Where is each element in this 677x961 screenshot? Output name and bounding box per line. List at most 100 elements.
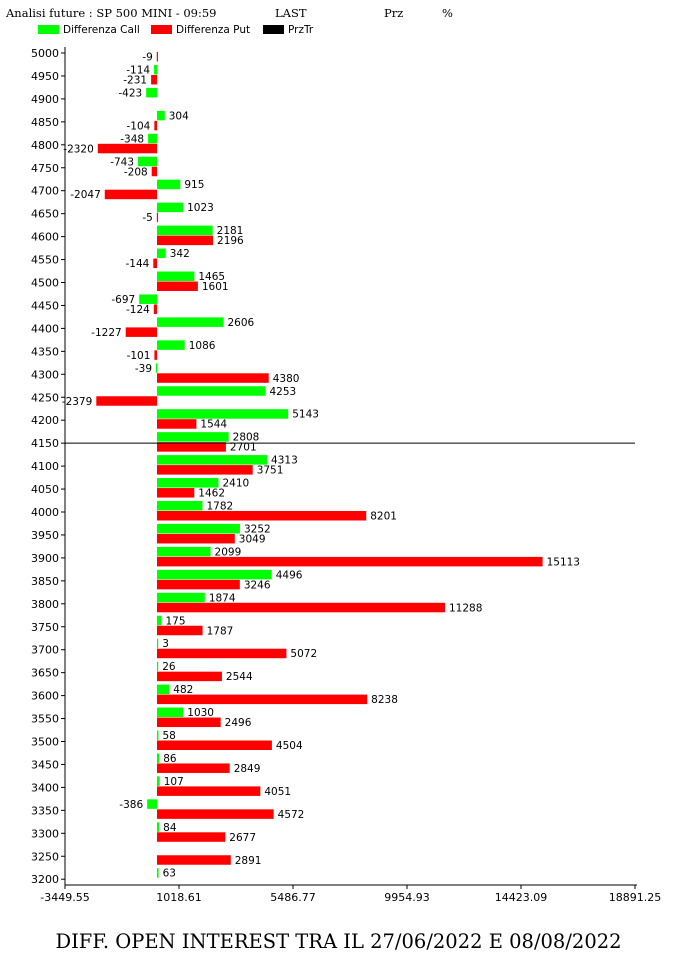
bar-call bbox=[146, 87, 157, 98]
bar-put bbox=[157, 556, 543, 567]
legend-label-put: Differenza Put bbox=[176, 24, 251, 36]
bar-put bbox=[157, 533, 235, 544]
data-label-call: 1782 bbox=[206, 501, 233, 513]
data-label-call: 482 bbox=[173, 684, 193, 696]
y-tick-label: 3850 bbox=[31, 575, 59, 588]
y-tick-label: 3450 bbox=[31, 758, 59, 771]
bar-put bbox=[154, 120, 157, 131]
data-label-put: 2891 bbox=[235, 855, 262, 867]
data-label-call: 1465 bbox=[198, 271, 225, 283]
data-label-call: -697 bbox=[111, 294, 135, 306]
bar-call bbox=[156, 363, 158, 373]
bar-call bbox=[147, 799, 157, 809]
bar-call bbox=[148, 133, 157, 144]
data-label-put: 2677 bbox=[229, 832, 256, 844]
data-label-put: 4051 bbox=[264, 786, 291, 798]
y-tick-label: 4100 bbox=[31, 460, 59, 473]
legend-label-call: Differenza Call bbox=[63, 24, 140, 36]
data-label-put: 4572 bbox=[278, 809, 305, 821]
data-label-call: 1874 bbox=[209, 592, 236, 604]
bar-call bbox=[139, 294, 157, 304]
bar-call bbox=[157, 225, 213, 236]
legend-swatch-przt bbox=[263, 25, 284, 34]
data-label-put: 2849 bbox=[234, 763, 261, 775]
bar-put bbox=[157, 281, 198, 291]
legend-item-przt: PrzTr bbox=[263, 24, 313, 36]
bar-call bbox=[157, 317, 224, 327]
bar-put bbox=[157, 832, 226, 842]
bar-put bbox=[157, 488, 195, 498]
data-label-put: 1787 bbox=[207, 625, 234, 637]
data-label-put: -2320 bbox=[63, 143, 94, 155]
bar-call bbox=[157, 546, 211, 557]
data-label-call: 2410 bbox=[222, 478, 249, 490]
bar-put bbox=[157, 763, 230, 773]
y-tick-label: 3800 bbox=[31, 598, 59, 611]
y-tick-label: 4050 bbox=[31, 483, 59, 496]
y-tick-label: 3950 bbox=[31, 529, 59, 542]
bar-put bbox=[157, 694, 368, 705]
data-label-put: 2196 bbox=[217, 235, 244, 247]
y-tick-label: 4750 bbox=[31, 162, 59, 175]
data-label-put: -1227 bbox=[91, 327, 122, 339]
data-label-put: 2496 bbox=[225, 717, 252, 729]
x-tick-label: 9954.93 bbox=[384, 891, 430, 904]
y-tick-label: 4850 bbox=[31, 116, 59, 129]
x-tick-label: 5486.77 bbox=[270, 891, 316, 904]
bar-put bbox=[157, 373, 269, 383]
data-label-put: 1544 bbox=[200, 419, 227, 431]
data-label-call: 4496 bbox=[276, 569, 303, 581]
x-tick-label: 1018.61 bbox=[156, 891, 202, 904]
data-label-put: 1462 bbox=[198, 488, 225, 500]
y-tick-label: 4900 bbox=[31, 93, 59, 106]
data-label-call: 63 bbox=[163, 868, 176, 880]
bar-call bbox=[157, 386, 266, 396]
data-label-call: 2099 bbox=[215, 546, 242, 558]
bar-put bbox=[157, 511, 367, 521]
data-label-call: 86 bbox=[163, 753, 177, 765]
y-tick-label: 3500 bbox=[31, 736, 59, 749]
y-tick-label: 3400 bbox=[31, 781, 59, 794]
bar-call bbox=[157, 730, 159, 740]
bar-call bbox=[157, 340, 185, 350]
data-label-call: -423 bbox=[118, 87, 142, 99]
bar-call bbox=[157, 707, 184, 718]
data-label-put: 3751 bbox=[257, 465, 284, 477]
data-label-put: -2379 bbox=[62, 396, 93, 408]
bar-call bbox=[157, 822, 160, 832]
data-label-put: -9 bbox=[142, 52, 152, 64]
legend-item-put: Differenza Put bbox=[151, 24, 250, 36]
data-label-call: -386 bbox=[119, 799, 143, 811]
bar-call bbox=[157, 409, 289, 419]
data-label-call: 58 bbox=[162, 730, 175, 742]
legend-swatch-call bbox=[38, 25, 59, 34]
data-label-put: 5072 bbox=[290, 648, 317, 660]
data-label-put: -5 bbox=[142, 212, 152, 224]
bar-call bbox=[154, 64, 157, 75]
bar-call bbox=[157, 202, 184, 213]
bar-put bbox=[96, 396, 157, 406]
y-tick-label: 4550 bbox=[31, 254, 59, 267]
data-label-call: 3252 bbox=[244, 523, 271, 535]
data-label-call: 4253 bbox=[270, 386, 297, 398]
data-label-call: 84 bbox=[163, 822, 177, 834]
data-label-call: -743 bbox=[110, 156, 134, 168]
bar-put bbox=[156, 212, 159, 223]
data-label-call: -348 bbox=[120, 133, 144, 145]
bar-put bbox=[153, 258, 157, 269]
bar-put bbox=[157, 740, 272, 750]
data-label-call: 5143 bbox=[292, 409, 319, 421]
bar-put bbox=[151, 166, 157, 177]
bar-call bbox=[157, 684, 170, 695]
y-tick-label: 4200 bbox=[31, 414, 59, 427]
bar-call bbox=[157, 592, 205, 603]
y-tick-label: 4650 bbox=[31, 208, 59, 221]
y-tick-label: 4150 bbox=[31, 437, 59, 450]
data-label-put: 2701 bbox=[230, 442, 257, 454]
data-label-call: -39 bbox=[135, 363, 152, 375]
data-label-put: 2544 bbox=[226, 671, 253, 683]
bar-put bbox=[156, 52, 158, 62]
data-label-put: -144 bbox=[125, 258, 149, 270]
y-tick-label: 4950 bbox=[31, 70, 59, 83]
y-tick-label: 3600 bbox=[31, 690, 59, 703]
